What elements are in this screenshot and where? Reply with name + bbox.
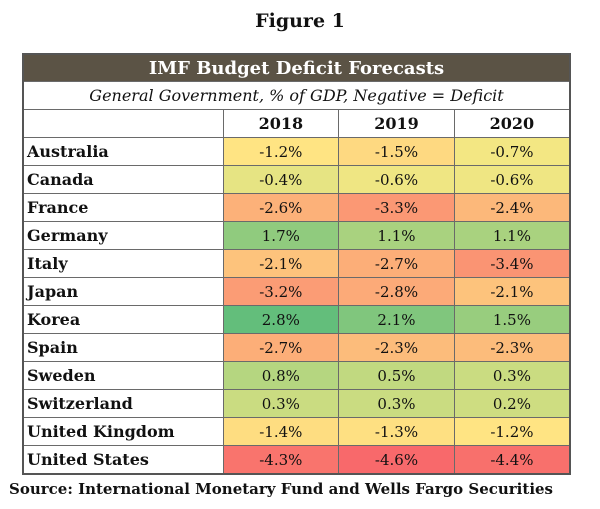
- value-cell: 0.2%: [453, 389, 571, 418]
- table-row: Spain -2.7% -2.3% -2.3%: [22, 333, 571, 362]
- value-cell: -1.4%: [222, 417, 340, 446]
- table-title: IMF Budget Deficit Forecasts: [22, 53, 571, 82]
- value-cell: 2.1%: [338, 305, 455, 334]
- header-blank: [22, 109, 224, 138]
- table-row: Japan -3.2% -2.8% -2.1%: [22, 277, 571, 306]
- country-label: Switzerland: [22, 389, 224, 418]
- value-cell: -1.5%: [338, 137, 455, 166]
- country-label: Sweden: [22, 361, 224, 390]
- value-cell: -3.4%: [453, 249, 571, 278]
- value-cell: 0.3%: [222, 389, 340, 418]
- figure-title: Figure 1: [255, 10, 345, 32]
- value-cell: -2.1%: [453, 277, 571, 306]
- table-row: United States -4.3% -4.6% -4.4%: [22, 445, 571, 475]
- country-label: Italy: [22, 249, 224, 278]
- value-cell: -4.6%: [338, 445, 455, 475]
- value-cell: 0.5%: [338, 361, 455, 390]
- value-cell: -4.4%: [453, 445, 571, 475]
- value-cell: -0.6%: [453, 165, 571, 194]
- value-cell: -2.8%: [338, 277, 455, 306]
- country-label: Australia: [22, 137, 224, 166]
- country-label: Spain: [22, 333, 224, 362]
- table-row: Korea 2.8% 2.1% 1.5%: [22, 305, 571, 334]
- column-header-2018: 2018: [222, 109, 340, 138]
- value-cell: -3.3%: [338, 193, 455, 222]
- value-cell: -2.7%: [338, 249, 455, 278]
- country-label: Japan: [22, 277, 224, 306]
- value-cell: -1.3%: [338, 417, 455, 446]
- value-cell: 0.3%: [338, 389, 455, 418]
- value-cell: 2.8%: [222, 305, 340, 334]
- value-cell: -2.3%: [453, 333, 571, 362]
- table-row: Italy -2.1% -2.7% -3.4%: [22, 249, 571, 278]
- country-label: France: [22, 193, 224, 222]
- country-label: United Kingdom: [22, 417, 224, 446]
- country-label: Germany: [22, 221, 224, 250]
- value-cell: 1.5%: [453, 305, 571, 334]
- value-cell: -1.2%: [453, 417, 571, 446]
- value-cell: -0.6%: [338, 165, 455, 194]
- value-cell: 0.8%: [222, 361, 340, 390]
- value-cell: 1.7%: [222, 221, 340, 250]
- table-row: Australia -1.2% -1.5% -0.7%: [22, 137, 571, 166]
- table-row: Sweden 0.8% 0.5% 0.3%: [22, 361, 571, 390]
- value-cell: -2.1%: [222, 249, 340, 278]
- column-header-2019: 2019: [338, 109, 455, 138]
- value-cell: -0.4%: [222, 165, 340, 194]
- value-cell: 1.1%: [338, 221, 455, 250]
- country-label: United States: [22, 445, 224, 475]
- value-cell: -0.7%: [453, 137, 571, 166]
- value-cell: -1.2%: [222, 137, 340, 166]
- table-row: Switzerland 0.3% 0.3% 0.2%: [22, 389, 571, 418]
- value-cell: -4.3%: [222, 445, 340, 475]
- table-row: United Kingdom -1.4% -1.3% -1.2%: [22, 417, 571, 446]
- source-note: Source: International Monetary Fund and …: [9, 480, 553, 498]
- value-cell: -2.7%: [222, 333, 340, 362]
- country-label: Canada: [22, 165, 224, 194]
- table-row: France -2.6% -3.3% -2.4%: [22, 193, 571, 222]
- table-subtitle: General Government, % of GDP, Negative =…: [22, 81, 571, 110]
- value-cell: 0.3%: [453, 361, 571, 390]
- country-label: Korea: [22, 305, 224, 334]
- deficit-table: IMF Budget Deficit Forecasts General Gov…: [22, 53, 571, 475]
- value-cell: -2.3%: [338, 333, 455, 362]
- value-cell: 1.1%: [453, 221, 571, 250]
- table-row: Canada -0.4% -0.6% -0.6%: [22, 165, 571, 194]
- value-cell: -2.4%: [453, 193, 571, 222]
- column-header-2020: 2020: [453, 109, 571, 138]
- table-row: Germany 1.7% 1.1% 1.1%: [22, 221, 571, 250]
- table-body: Australia -1.2% -1.5% -0.7% Canada -0.4% -0.6%…: [22, 137, 571, 475]
- value-cell: -2.6%: [222, 193, 340, 222]
- value-cell: -3.2%: [222, 277, 340, 306]
